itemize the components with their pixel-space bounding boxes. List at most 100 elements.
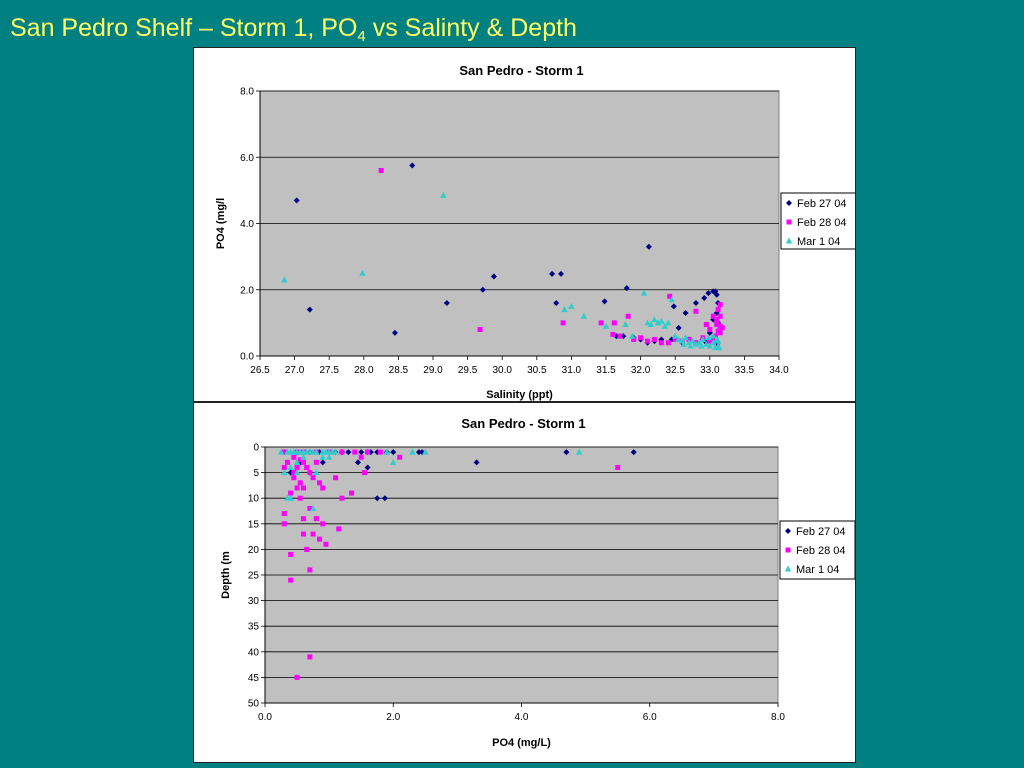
data-point xyxy=(320,521,326,527)
data-point xyxy=(313,448,320,455)
data-point xyxy=(307,505,313,511)
data-point xyxy=(654,319,662,326)
y-tick-label: 6.0 xyxy=(240,153,254,164)
x-tick-label: 8.0 xyxy=(771,712,785,723)
x-tick-label: 32.0 xyxy=(631,365,651,376)
data-point xyxy=(297,495,303,501)
legend-label: Feb 27 04 xyxy=(796,526,846,538)
data-point xyxy=(705,290,712,297)
data-point xyxy=(358,449,365,456)
y-tick-label: 30 xyxy=(248,596,260,607)
legend-marker xyxy=(785,237,793,244)
data-point xyxy=(339,495,345,501)
data-point xyxy=(617,333,623,339)
data-point xyxy=(473,459,480,466)
data-point xyxy=(622,321,629,328)
x-tick-label: 31.5 xyxy=(596,365,616,376)
x-tick-label: 34.0 xyxy=(769,365,789,376)
x-tick-label: 27.0 xyxy=(285,365,305,376)
data-point xyxy=(364,464,371,471)
data-point xyxy=(352,449,358,455)
y-tick-label: 15 xyxy=(248,519,260,530)
slide-title-subscript: 4 xyxy=(357,28,366,45)
legend-marker xyxy=(785,547,791,553)
slide-title-main: San Pedro Shelf – Storm 1, PO xyxy=(10,14,358,42)
chart-title: San Pedro - Storm 1 xyxy=(461,416,585,431)
y-axis-label: PO4 (mg/l xyxy=(215,198,227,249)
x-tick-label: 33.5 xyxy=(735,365,755,376)
data-point xyxy=(630,449,637,456)
data-point xyxy=(281,449,287,455)
data-point xyxy=(692,300,699,306)
data-point xyxy=(672,336,678,342)
y-tick-label: 2.0 xyxy=(240,285,254,296)
legend-label: Feb 28 04 xyxy=(797,217,847,229)
data-point xyxy=(390,458,397,465)
data-point xyxy=(293,469,301,476)
data-point xyxy=(705,334,712,341)
chart-panel-salinity: 0.0 2.0 4.0 6.0 8.0 26.5 27.0 27.5 28.0 28.5 29.0 2… xyxy=(193,47,857,402)
data-point xyxy=(300,531,306,537)
data-point xyxy=(714,337,722,344)
data-point xyxy=(640,289,648,296)
data-point xyxy=(712,333,718,339)
data-point xyxy=(415,449,422,456)
data-point xyxy=(320,485,326,491)
data-point xyxy=(560,320,566,326)
y-tick-label: 8.0 xyxy=(240,87,254,98)
data-point xyxy=(339,449,345,455)
data-point xyxy=(391,329,398,336)
data-point xyxy=(284,459,290,465)
data-point xyxy=(300,453,307,460)
data-point xyxy=(300,485,306,491)
data-point xyxy=(291,475,297,481)
legend-label: Mar 1 04 xyxy=(797,236,840,248)
data-point xyxy=(701,295,708,302)
x-tick-label: 27.5 xyxy=(319,365,339,376)
data-point xyxy=(297,457,303,463)
data-point xyxy=(647,321,655,328)
data-point xyxy=(378,168,384,173)
y-tick-label: 40 xyxy=(248,647,260,658)
data-point xyxy=(349,490,355,496)
legend-label: Feb 27 04 xyxy=(797,198,847,210)
data-point xyxy=(615,464,621,470)
y-tick-label: 45 xyxy=(248,673,260,684)
data-point xyxy=(698,342,705,349)
x-tick-label: 28.5 xyxy=(389,365,409,376)
data-point xyxy=(319,453,326,460)
data-point xyxy=(682,309,689,316)
data-point xyxy=(576,448,583,455)
data-point xyxy=(383,448,391,455)
data-point xyxy=(291,454,297,460)
data-point xyxy=(714,322,720,328)
data-point xyxy=(658,317,665,324)
data-point xyxy=(703,340,710,347)
data-point xyxy=(631,336,637,342)
data-point xyxy=(553,300,560,306)
data-point xyxy=(623,285,630,292)
data-point xyxy=(710,332,717,339)
data-point xyxy=(717,302,723,308)
data-point xyxy=(689,337,696,344)
y-tick-label: 25 xyxy=(248,571,260,582)
data-point xyxy=(651,336,657,342)
slide-title-rest: vs Salinty & Depth xyxy=(365,14,577,42)
data-point xyxy=(277,448,285,455)
data-point xyxy=(358,454,364,460)
data-point xyxy=(319,459,326,466)
y-tick-label: 10 xyxy=(248,494,260,505)
data-point xyxy=(580,312,588,319)
data-point xyxy=(638,335,644,341)
data-point xyxy=(304,546,310,552)
x-tick-label: 6.0 xyxy=(643,712,657,723)
data-point xyxy=(381,495,388,502)
x-tick-label: 0.0 xyxy=(258,712,272,723)
data-point xyxy=(354,459,361,466)
data-point xyxy=(629,332,636,339)
data-point xyxy=(665,340,671,346)
data-point xyxy=(610,331,616,337)
data-point xyxy=(313,516,319,522)
data-point xyxy=(490,273,497,280)
data-point xyxy=(477,327,483,332)
